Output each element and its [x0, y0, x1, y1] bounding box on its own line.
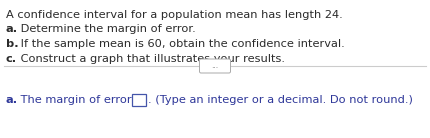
FancyBboxPatch shape: [132, 94, 146, 106]
Text: Determine the margin of error.: Determine the margin of error.: [17, 25, 196, 34]
Text: The margin of error is: The margin of error is: [17, 95, 148, 105]
FancyBboxPatch shape: [200, 59, 230, 73]
Text: c.: c.: [6, 54, 17, 63]
Text: ...: ...: [212, 62, 218, 71]
Text: b.: b.: [6, 39, 18, 49]
Text: A confidence interval for a population mean has length 24.: A confidence interval for a population m…: [6, 10, 343, 20]
Text: If the sample mean is 60, obtain the confidence interval.: If the sample mean is 60, obtain the con…: [17, 39, 345, 49]
Text: Construct a graph that illustrates your results.: Construct a graph that illustrates your …: [17, 54, 285, 63]
Text: a.: a.: [6, 25, 18, 34]
Text: a.: a.: [6, 95, 18, 105]
Text: . (Type an integer or a decimal. Do not round.): . (Type an integer or a decimal. Do not …: [148, 95, 413, 105]
